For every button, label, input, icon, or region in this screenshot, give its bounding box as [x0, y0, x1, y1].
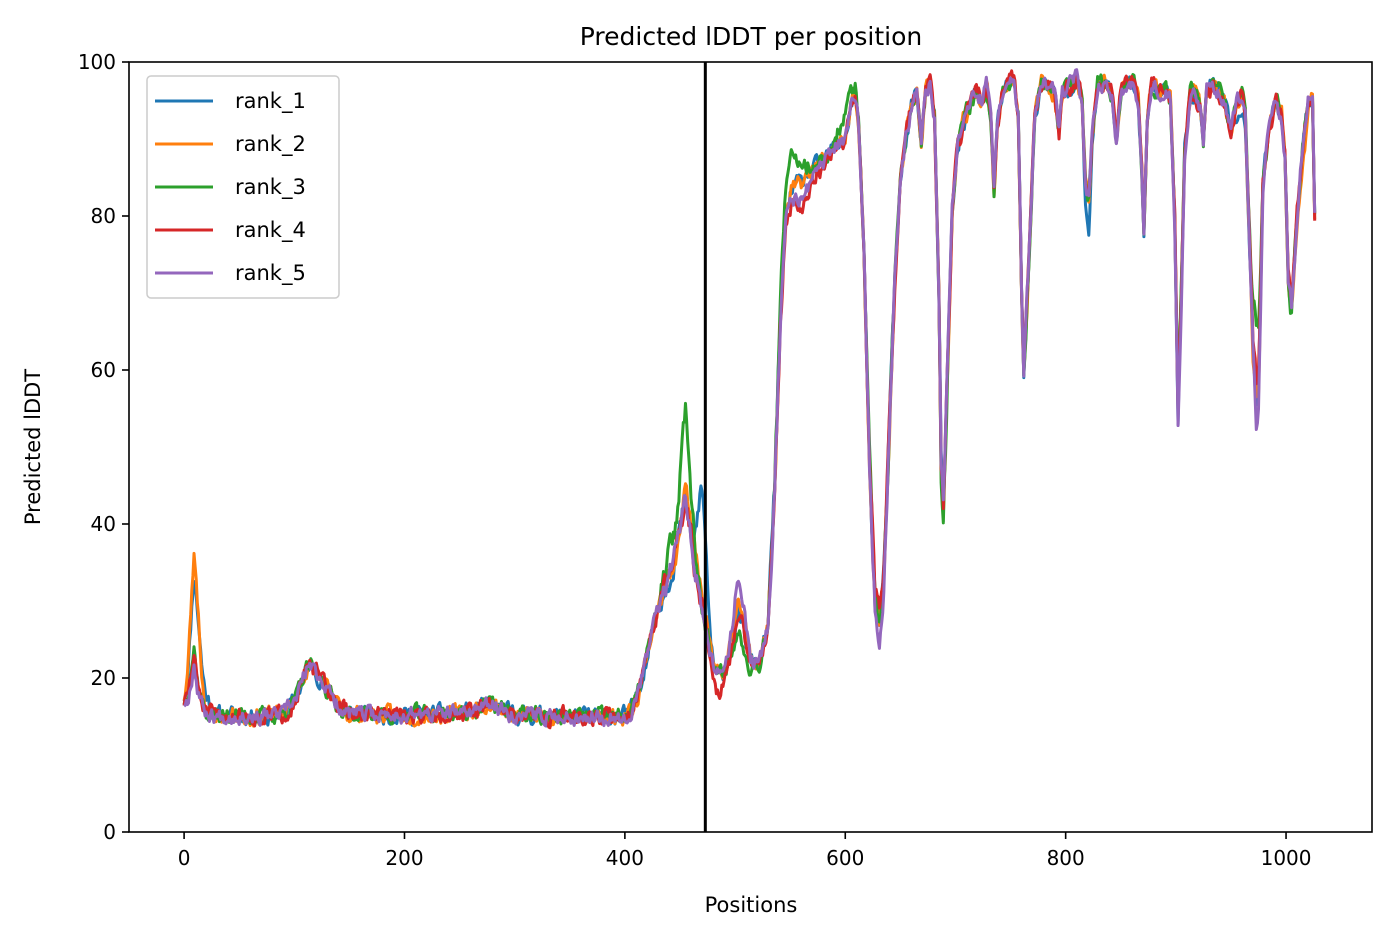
- plot-frame: [128, 61, 1373, 833]
- legend-box: [146, 75, 340, 299]
- y-tick-label: 100: [78, 50, 116, 74]
- x-tick-label: 600: [826, 846, 864, 870]
- series-line-rank_5: [183, 68, 1317, 728]
- legend-label-rank_4: rank_4: [235, 218, 306, 243]
- y-tick-label: 80: [91, 204, 116, 228]
- x-axis-title: Positions: [705, 893, 798, 917]
- legend-label-rank_1: rank_1: [235, 89, 306, 114]
- y-tick-label: 60: [91, 358, 116, 382]
- x-tick-label: 200: [385, 846, 423, 870]
- y-axis: 0 20 40 60 80 100: [78, 50, 129, 844]
- y-tick-label: 40: [91, 512, 116, 536]
- legend-label-rank_3: rank_3: [235, 175, 306, 200]
- legend: rank_1 rank_2 rank_3 rank_4 rank_5: [146, 75, 340, 299]
- x-tick-label: 1000: [1261, 846, 1312, 870]
- y-tick-label: 20: [91, 666, 116, 690]
- x-axis: 0 200 400 600 800 1000: [178, 832, 1312, 870]
- x-tick-label: 400: [606, 846, 644, 870]
- x-tick-label: 0: [178, 846, 191, 870]
- y-axis-title: Predicted lDDT: [21, 369, 45, 525]
- legend-label-rank_5: rank_5: [235, 261, 306, 286]
- legend-label-rank_2: rank_2: [235, 132, 306, 157]
- x-tick-label: 800: [1047, 846, 1085, 870]
- y-tick-label: 0: [103, 820, 116, 844]
- chart-title: Predicted lDDT per position: [580, 22, 922, 51]
- plot-area: [182, 62, 1317, 832]
